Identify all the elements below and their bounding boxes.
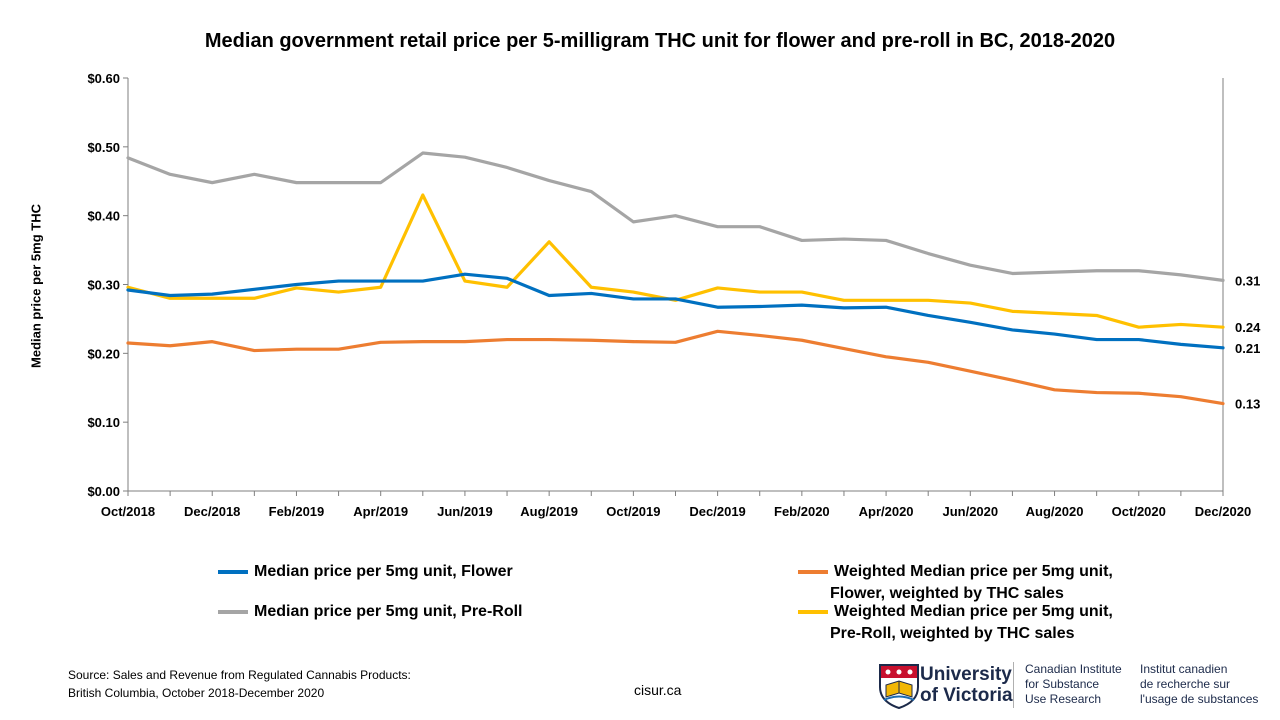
end-value-label: 0.21 bbox=[1235, 341, 1260, 356]
x-tick-label: Dec/2019 bbox=[689, 504, 745, 519]
logo-divider bbox=[1013, 662, 1014, 708]
x-tick-label: Jun/2019 bbox=[437, 504, 493, 519]
chart-title: Median government retail price per 5-mil… bbox=[204, 30, 1116, 52]
x-tick-label: Dec/2020 bbox=[1195, 504, 1251, 519]
end-value-label: 0.13 bbox=[1235, 397, 1260, 412]
legend-label-weighted-preroll-2: Pre-Roll, weighted by THC sales bbox=[830, 625, 1075, 642]
inst-en-line-2: for Substance bbox=[1025, 677, 1100, 691]
inst-fr-line-1: Institut canadien bbox=[1140, 662, 1228, 676]
x-tick-label: Apr/2019 bbox=[353, 504, 408, 519]
x-tick-label: Oct/2018 bbox=[101, 504, 155, 519]
y-tick-label: $0.10 bbox=[87, 415, 120, 430]
uvic-crest-icon bbox=[879, 664, 919, 709]
x-tick-label: Oct/2020 bbox=[1112, 504, 1166, 519]
labels-layer: $0.00 $0.10 $0.20 $0.30 $0.40 $0.50 $0.60 Oct/2… bbox=[87, 71, 1261, 519]
chart-axes bbox=[123, 77, 1224, 496]
y-tick-label: $0.60 bbox=[87, 71, 120, 86]
legend-label-weighted-preroll-1: Weighted Median price per 5mg unit, bbox=[834, 603, 1113, 620]
source-line-2: British Columbia, October 2018-December … bbox=[68, 686, 325, 700]
inst-en-line-3: Use Research bbox=[1025, 692, 1102, 706]
series-line-median-price-per-5mg-unit-flower bbox=[126, 272, 1225, 350]
series-line-median-price-per-5mg-unit-pre-roll bbox=[126, 151, 1225, 282]
inst-en-line-1: Canadian Institute bbox=[1025, 662, 1122, 676]
x-tick-label: Aug/2019 bbox=[520, 504, 578, 519]
x-tick-label: Feb/2019 bbox=[269, 504, 325, 519]
end-value-label: 0.24 bbox=[1235, 320, 1261, 335]
series-line-weighted-median-price-per-5mg-unit-flower-weighted-by-thc-sales bbox=[126, 329, 1225, 406]
source-note: Source: Sales and Revenue from Regulated… bbox=[68, 666, 411, 702]
y-tick-label: $0.40 bbox=[87, 209, 120, 224]
y-tick-label: $0.50 bbox=[87, 140, 120, 155]
legend-swatch-weighted-flower bbox=[798, 570, 828, 574]
uvic-line-2: of Victoria bbox=[920, 685, 1013, 706]
y-tick-label: $0.00 bbox=[87, 484, 120, 499]
source-line-1: Source: Sales and Revenue from Regulated… bbox=[68, 668, 411, 682]
institute-name-en: Canadian Institute for Substance Use Res… bbox=[1025, 662, 1122, 707]
x-tick-label: Apr/2020 bbox=[859, 504, 914, 519]
uvic-line-1: University bbox=[920, 664, 1012, 685]
legend-swatch-flower bbox=[218, 570, 248, 574]
uvic-wordmark: University of Victoria bbox=[920, 664, 1013, 706]
x-tick-label: Feb/2020 bbox=[774, 504, 830, 519]
legend-label-preroll: Median price per 5mg unit, Pre-Roll bbox=[254, 603, 523, 620]
site-link[interactable]: cisur.ca bbox=[634, 682, 682, 698]
x-tick-label: Oct/2019 bbox=[606, 504, 660, 519]
legend-swatch-preroll bbox=[218, 610, 248, 614]
inst-fr-line-3: l'usage de substances bbox=[1140, 692, 1259, 706]
y-tick-label: $0.30 bbox=[87, 278, 120, 293]
legend-swatch-weighted-preroll bbox=[798, 610, 828, 614]
x-tick-label: Dec/2018 bbox=[184, 504, 240, 519]
x-tick-label: Aug/2020 bbox=[1026, 504, 1084, 519]
y-tick-label: $0.20 bbox=[87, 346, 120, 361]
end-value-label: 0.31 bbox=[1235, 273, 1260, 288]
institute-name-fr: Institut canadien de recherche sur l'usa… bbox=[1140, 662, 1258, 707]
inst-fr-line-2: de recherche sur bbox=[1140, 677, 1231, 691]
x-tick-label: Jun/2020 bbox=[942, 504, 998, 519]
series-layer bbox=[126, 151, 1225, 406]
legend-label-weighted-flower-2: Flower, weighted by THC sales bbox=[830, 585, 1064, 602]
legend-label-flower: Median price per 5mg unit, Flower bbox=[254, 563, 513, 580]
legend-label-weighted-flower-1: Weighted Median price per 5mg unit, bbox=[834, 563, 1113, 580]
